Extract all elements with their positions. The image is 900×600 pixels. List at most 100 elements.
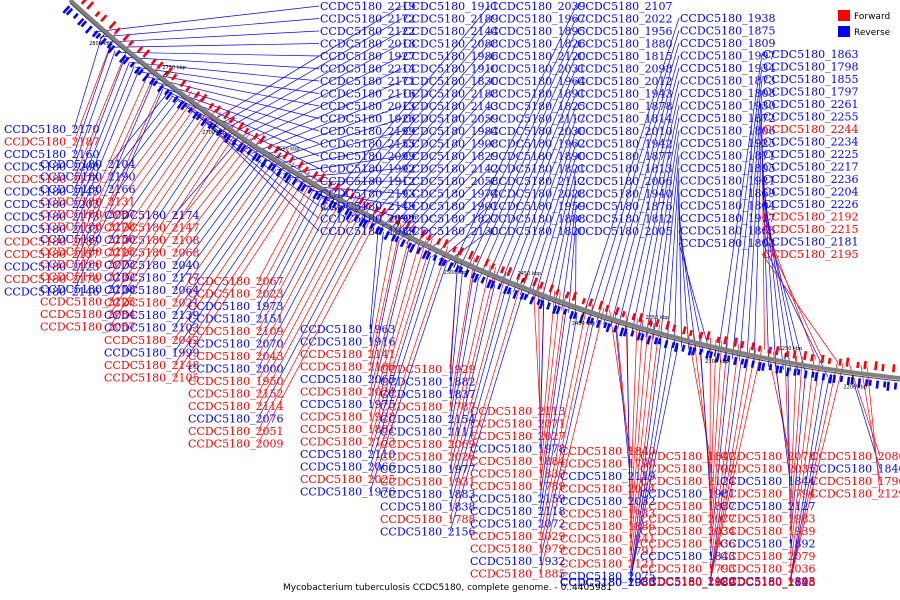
forward-gene-mark xyxy=(156,61,164,70)
reverse-gene-mark xyxy=(691,347,696,356)
label-connector xyxy=(789,359,821,569)
reverse-gene-mark xyxy=(378,227,384,236)
reverse-gene-mark xyxy=(251,152,259,161)
label-connector xyxy=(761,253,838,363)
forward-gene-mark xyxy=(165,67,173,77)
forward-gene-mark xyxy=(516,273,521,281)
gene-label: CCDC5180_1997 xyxy=(680,50,776,63)
label-connector xyxy=(369,223,402,367)
label-connector xyxy=(449,271,507,482)
forward-gene-mark xyxy=(303,166,309,173)
label-connector xyxy=(257,203,332,344)
gene-label: CCDC5180_2022 xyxy=(577,13,673,26)
gene-label: CCDC5180_1787 xyxy=(380,401,476,414)
label-connector xyxy=(369,229,379,330)
reverse-gene-mark xyxy=(523,293,528,301)
gene-label: CCDC5180_2204 xyxy=(763,186,859,199)
tick-label: 2700 kbp xyxy=(202,130,226,136)
tick-mark xyxy=(212,122,218,129)
gene-label: CCDC5180_2068 xyxy=(104,247,200,260)
genome-backbone xyxy=(68,0,900,380)
reverse-gene-mark xyxy=(133,66,141,75)
label-connector xyxy=(717,53,763,357)
label-connector xyxy=(539,315,578,524)
gene-label: CCDC5180_2024 xyxy=(300,386,396,399)
reverse-gene-mark xyxy=(722,354,727,362)
label-connector xyxy=(775,368,791,482)
forward-gene-mark xyxy=(874,361,878,371)
label-connector xyxy=(458,18,577,270)
reverse-gene-mark xyxy=(156,84,164,93)
gene-label: CCDC5180_1846 xyxy=(810,463,900,476)
reverse-gene-mark xyxy=(586,316,591,324)
forward-gene-mark xyxy=(223,110,231,120)
forward-gene-mark xyxy=(214,105,222,114)
tick-mark xyxy=(650,321,653,328)
gene-label: CCDC5180_1942 xyxy=(577,138,673,151)
forward-gene-mark xyxy=(856,361,860,369)
gene-label: CCDC5180_1984 xyxy=(403,125,499,138)
tick-mark xyxy=(396,221,401,228)
gene-label: CCDC5180_1812 xyxy=(577,213,673,226)
reverse-gene-mark xyxy=(432,254,438,262)
reverse-gene-mark xyxy=(705,350,710,359)
gene-label: CCDC5180_2071 xyxy=(470,418,566,431)
forward-gene-mark xyxy=(136,46,144,54)
gene-label: CCDC5180_1804 xyxy=(680,200,776,213)
forward-gene-mark xyxy=(733,337,738,347)
label-connector xyxy=(73,58,125,192)
reverse-gene-mark xyxy=(441,259,448,267)
gene-label: CCDC5180_2244 xyxy=(763,123,859,136)
forward-gene-mark xyxy=(881,363,885,372)
label-connector xyxy=(245,80,403,150)
label-connector xyxy=(141,71,320,107)
label-connector xyxy=(109,100,178,190)
gene-label: CCDC5180_1841 xyxy=(560,533,656,546)
label-connector xyxy=(449,284,496,470)
gene-label: CCDC5180_1838 xyxy=(380,501,476,514)
gene-label: CCDC5180_1815 xyxy=(577,50,673,63)
reverse-gene-mark xyxy=(407,242,413,249)
label-connector xyxy=(629,323,655,552)
gene-label: CCDC5180_2182 xyxy=(40,271,136,284)
tick-label: 2800 kbp xyxy=(89,41,113,47)
gene-label: CCDC5180_2148 xyxy=(104,359,200,372)
label-connector xyxy=(724,66,763,358)
label-connector xyxy=(327,5,490,202)
tick-mark xyxy=(784,352,787,359)
label-connector xyxy=(109,96,173,177)
forward-gene-mark xyxy=(483,258,490,267)
gene-label: CCDC5180_1844 xyxy=(720,475,816,488)
forward-gene-mark xyxy=(723,336,728,345)
genome-backbone-shadow xyxy=(69,2,900,382)
gene-label: CCDC5180_2111 xyxy=(380,426,476,439)
label-connector xyxy=(257,192,346,357)
gene-label: CCDC5180_2190 xyxy=(40,171,136,184)
gene-label: CCDC5180_2103 xyxy=(104,322,200,335)
gene-label: CCDC5180_1963 xyxy=(300,323,396,336)
forward-gene-mark xyxy=(598,300,604,310)
label-connector xyxy=(109,92,168,165)
gene-label: CCDC5180_2178 xyxy=(40,221,136,234)
gene-label: CCDC5180_1882 xyxy=(380,376,476,389)
label-connector xyxy=(173,178,292,353)
gene-label: CCDC5180_2122 xyxy=(320,25,416,38)
label-connector xyxy=(93,5,320,33)
gene-label: CCDC5180_2195 xyxy=(763,248,859,261)
gene-label: CCDC5180_2158 xyxy=(40,283,136,296)
label-connector xyxy=(173,152,280,303)
forward-gene-mark xyxy=(614,306,620,316)
gene-label: CCDC5180_2119 xyxy=(560,470,656,483)
gene-label: CCDC5180_1895 xyxy=(490,25,586,38)
forward-gene-mark xyxy=(312,171,319,179)
reverse-gene-mark xyxy=(785,367,790,377)
gene-label: CCDC5180_2013 xyxy=(320,100,416,113)
gene-label: CCDC5180_2040 xyxy=(104,259,200,272)
gene-label: CCDC5180_2127 xyxy=(720,500,816,513)
reverse-gene-mark xyxy=(192,111,199,120)
reverse-gene-mark xyxy=(222,132,229,139)
gene-label: CCDC5180_2170 xyxy=(4,123,100,136)
forward-gene-mark xyxy=(458,247,465,256)
reverse-gene-mark xyxy=(91,30,99,38)
gene-label: CCDC5180_1893 xyxy=(720,575,816,588)
